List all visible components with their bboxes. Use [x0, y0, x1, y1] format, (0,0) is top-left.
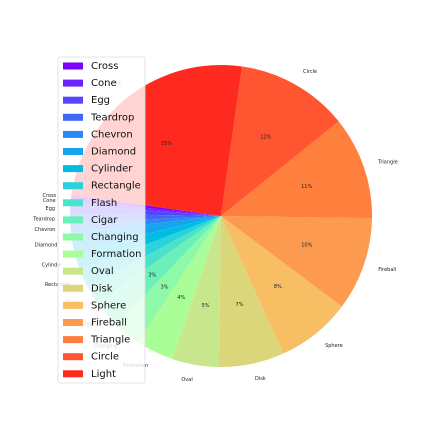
- slice-category-label: Diamond: [35, 242, 58, 248]
- slice-category-label: Cone: [43, 198, 56, 204]
- pie-slice: [138, 216, 221, 359]
- legend-label: Light: [91, 369, 116, 380]
- slice-category-label: Egg: [46, 206, 56, 212]
- legend-label: Teardrop: [90, 112, 134, 123]
- slice-value-label: 12%: [260, 135, 271, 141]
- slice-category-label: Cross: [42, 193, 56, 199]
- legend-label: Oval: [91, 266, 114, 277]
- pie-slice: [221, 216, 372, 307]
- pie-slice: [221, 121, 372, 219]
- slice-value-label: 4%: [177, 295, 185, 301]
- slice-category-label: Cylinder: [42, 263, 64, 269]
- slice-category-label: Sphere: [325, 343, 343, 349]
- legend-swatch: [63, 79, 83, 87]
- legend-swatch: [63, 62, 83, 70]
- slice-category-label: Circle: [303, 69, 317, 75]
- legend-swatch: [63, 96, 83, 104]
- legend-label: Sphere: [91, 300, 126, 311]
- legend-swatch: [63, 353, 83, 361]
- slice-value-label: 7%: [236, 302, 244, 308]
- pie-slice: [221, 66, 339, 217]
- legend-swatch: [63, 165, 83, 173]
- legend-label: Changing: [91, 232, 139, 243]
- slice-category-label: Teardrop: [32, 216, 55, 222]
- pie-slice: [172, 216, 221, 367]
- slice-value-label: 3%: [148, 272, 156, 278]
- legend-label: Cross: [91, 61, 118, 72]
- legend-swatch: [63, 284, 83, 292]
- slice-category-label: Disk: [255, 376, 266, 382]
- legend-label: Cigar: [91, 215, 118, 226]
- slice-category-label: Fireball: [378, 267, 396, 273]
- legend-swatch: [63, 113, 83, 121]
- legend-swatch: [63, 130, 83, 138]
- legend-label: Chevron: [91, 129, 133, 140]
- legend-label: Cone: [91, 78, 117, 89]
- slice-value-label: 11%: [301, 184, 312, 190]
- legend-swatch: [63, 250, 83, 258]
- legend-label: Disk: [91, 283, 113, 294]
- legend-label: Triangle: [90, 335, 130, 346]
- slice-value-label: 10%: [301, 243, 312, 249]
- legend: Cross Cone Egg Teardrop Chevron Diamond Cylind…: [57, 56, 146, 384]
- slice-category-label: Rectangle: [45, 282, 70, 288]
- legend-swatch: [63, 267, 83, 275]
- legend-swatch: [63, 199, 83, 207]
- slice-category-label: Triangle: [377, 159, 398, 165]
- legend-label: Flash: [91, 198, 117, 209]
- legend-label: Rectangle: [91, 181, 141, 192]
- slice-category-label: Chevron: [35, 227, 56, 233]
- slice-category-label: Oval: [181, 377, 192, 383]
- slice-value-label: 5%: [202, 303, 210, 309]
- legend-label: Egg: [91, 95, 110, 106]
- legend-label: Fireball: [91, 318, 127, 329]
- legend-swatch: [63, 182, 83, 190]
- legend-label: Formation: [91, 249, 141, 260]
- legend-swatch: [63, 319, 83, 326]
- legend-label: Cylinder: [91, 164, 133, 175]
- legend-swatch: [63, 148, 83, 155]
- legend-label: Diamond: [91, 147, 136, 158]
- legend-label: Circle: [91, 352, 119, 363]
- legend-swatch: [63, 370, 83, 378]
- legend-swatch: [63, 336, 83, 344]
- slice-value-label: 3%: [161, 284, 169, 290]
- pie-slice: [218, 216, 284, 367]
- legend-swatch: [63, 301, 83, 309]
- legend-box: [57, 56, 146, 384]
- slice-value-label: 8%: [274, 284, 282, 290]
- legend-swatch: [63, 233, 83, 241]
- pie-slice: [221, 216, 342, 354]
- slice-value-label: 25%: [161, 141, 172, 147]
- legend-swatch: [63, 216, 83, 224]
